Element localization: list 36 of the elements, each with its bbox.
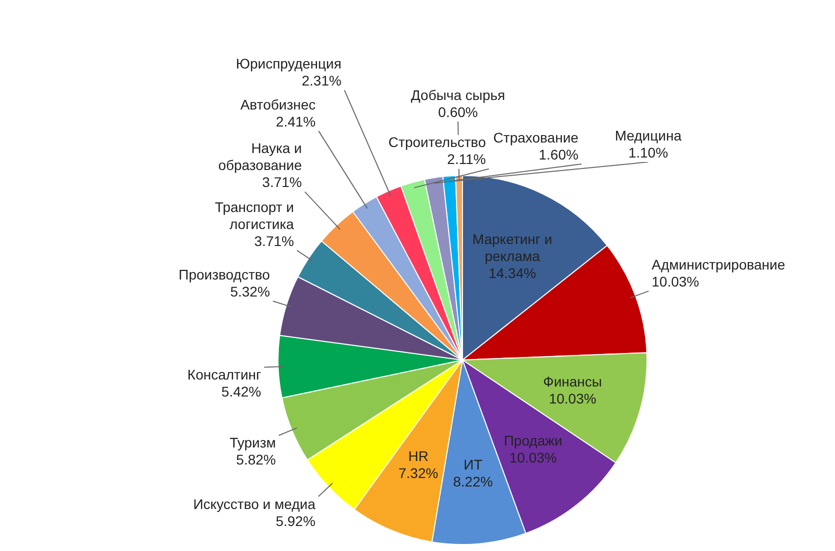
data-label: 5.92% <box>276 512 316 529</box>
data-label: 1.60% <box>538 146 578 162</box>
slice-label: HR <box>408 448 428 464</box>
data-label: 5.32% <box>230 284 270 300</box>
data-label: 5.42% <box>221 384 262 400</box>
slice-label: Наука и образование <box>218 140 302 174</box>
slice-label: Производство <box>178 266 270 283</box>
data-label: 2.31% <box>302 72 342 89</box>
slice-label: Добыча сырья <box>410 86 506 103</box>
slice-label: Консалтинг <box>187 366 262 383</box>
data-label: 10.03% <box>548 390 596 406</box>
data-label: 3.71% <box>262 174 302 190</box>
data-label: 2.41% <box>276 113 316 130</box>
data-label: 10.03% <box>652 273 700 290</box>
slice-label: Строительство <box>388 134 486 150</box>
data-label: 3.71% <box>254 232 294 249</box>
slice-label: Финансы <box>543 373 602 390</box>
data-label: 0.60% <box>438 104 478 120</box>
data-label: 2.11% <box>447 151 486 168</box>
data-label: 1.10% <box>628 144 668 160</box>
slice-label: Искусство и медиа <box>193 496 316 512</box>
data-label: 14.34% <box>488 264 536 281</box>
slice-label: Автобизнес <box>240 96 316 112</box>
data-label: 7.32% <box>398 464 438 481</box>
slice-label: Администрирование <box>652 256 786 272</box>
data-label: 5.82% <box>236 452 276 468</box>
slice-label: Туризм <box>230 434 276 451</box>
slice-label: Юриспруденция <box>236 56 342 72</box>
slice-label: Медицина <box>614 127 682 144</box>
data-label: 10.03% <box>509 449 557 466</box>
slice-label: Страхование <box>493 129 579 146</box>
slice-label: Маркетинг и реклама <box>472 230 552 264</box>
data-label: 8.22% <box>453 473 493 490</box>
slice-label: Продажи <box>504 432 562 448</box>
slice-label: ИТ <box>464 456 483 472</box>
slice-label: Транспорт и логистика <box>214 198 294 232</box>
